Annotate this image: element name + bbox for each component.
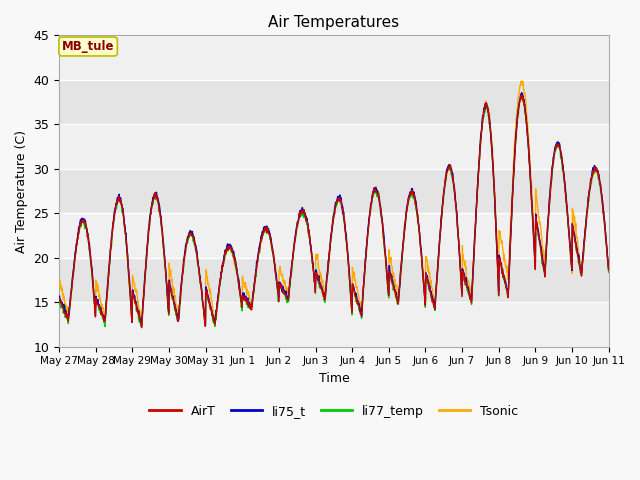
AirT <box>239 296 247 301</box>
Bar <box>59 302 609 347</box>
li75_t <box>239 293 247 299</box>
Tsonic <box>164 301 172 307</box>
Text: MB_tule: MB_tule <box>62 40 115 53</box>
li77_temp <box>101 324 109 329</box>
AirT <box>178 279 186 285</box>
li77_temp <box>540 269 548 275</box>
li75_t <box>164 298 172 304</box>
AirT <box>55 295 63 301</box>
li77_temp <box>420 280 428 286</box>
AirT <box>517 92 525 98</box>
Legend: AirT, li75_t, li77_temp, Tsonic: AirT, li75_t, li77_temp, Tsonic <box>145 400 524 423</box>
Bar <box>59 124 609 169</box>
li77_temp <box>239 298 247 303</box>
li75_t <box>540 267 548 273</box>
li77_temp <box>605 269 612 275</box>
li75_t <box>492 207 499 213</box>
li75_t <box>177 280 185 286</box>
li77_temp <box>518 92 525 97</box>
Tsonic <box>518 78 526 84</box>
Tsonic <box>177 281 185 287</box>
li75_t <box>55 293 63 299</box>
li77_temp <box>492 213 499 218</box>
Line: li75_t: li75_t <box>59 93 609 325</box>
AirT <box>492 209 499 215</box>
Tsonic <box>55 278 63 284</box>
AirT <box>540 266 548 272</box>
Tsonic <box>540 258 548 264</box>
X-axis label: Time: Time <box>319 372 349 385</box>
AirT <box>605 267 612 273</box>
Line: Tsonic: Tsonic <box>59 81 609 324</box>
AirT <box>164 307 172 312</box>
Bar <box>59 258 609 302</box>
Tsonic <box>239 280 247 286</box>
Line: li77_temp: li77_temp <box>59 95 609 326</box>
li75_t <box>605 266 612 272</box>
Bar <box>59 213 609 258</box>
li75_t <box>518 90 525 96</box>
li75_t <box>420 276 428 282</box>
Title: Air Temperatures: Air Temperatures <box>268 15 399 30</box>
li77_temp <box>178 280 186 286</box>
Tsonic <box>605 266 612 272</box>
Tsonic <box>420 278 428 284</box>
Line: AirT: AirT <box>59 95 609 328</box>
li75_t <box>202 322 209 328</box>
Tsonic <box>492 199 499 204</box>
Bar <box>59 169 609 213</box>
Tsonic <box>202 322 209 327</box>
Bar <box>59 36 609 80</box>
li77_temp <box>55 300 63 306</box>
li77_temp <box>164 308 172 314</box>
Bar <box>59 80 609 124</box>
AirT <box>420 278 428 284</box>
AirT <box>138 325 145 331</box>
Y-axis label: Air Temperature (C): Air Temperature (C) <box>15 130 28 252</box>
